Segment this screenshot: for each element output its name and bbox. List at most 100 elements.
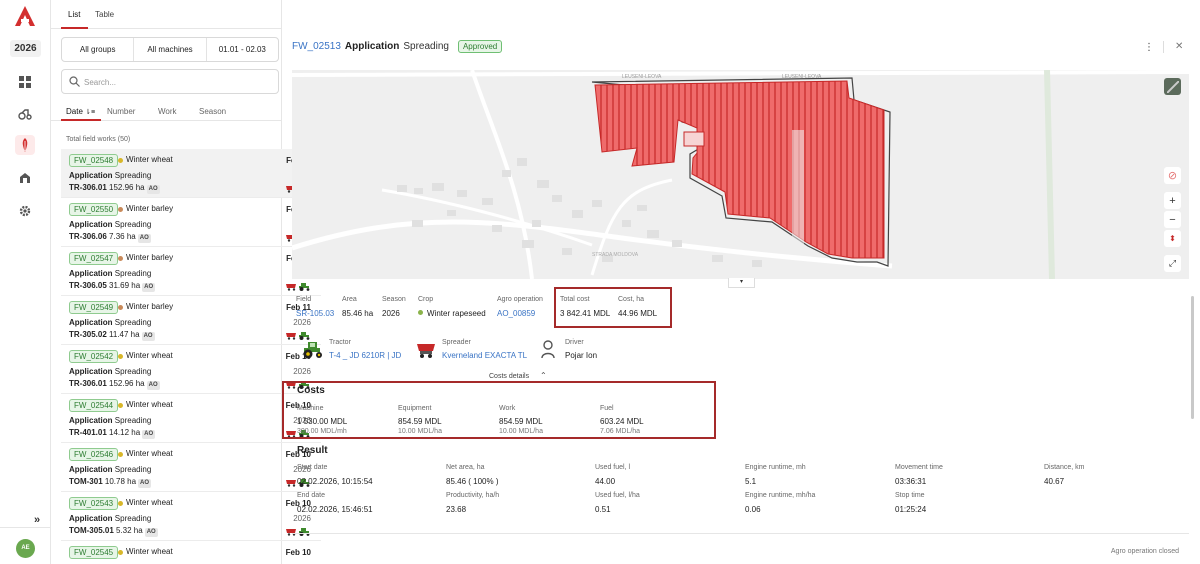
fullscreen-icon[interactable]: ⤢ xyxy=(1164,255,1181,272)
tab-list[interactable]: List xyxy=(68,10,81,19)
measure-icon[interactable]: ⊘ xyxy=(1164,167,1181,184)
ao-badge: AO xyxy=(142,283,156,292)
search-box xyxy=(61,69,279,94)
user-avatar[interactable]: AE xyxy=(16,539,35,558)
crop-dot xyxy=(118,158,123,163)
field-link[interactable]: SR-105.03 xyxy=(296,309,335,318)
field-area: 152.96 ha xyxy=(109,379,145,388)
field-work-id-badge[interactable]: FW_02543 xyxy=(69,497,119,510)
tab-table[interactable]: Table xyxy=(95,10,115,19)
date-range-filter[interactable]: 01.01 - 02.03 xyxy=(205,38,278,61)
field-works-icon[interactable] xyxy=(15,135,35,155)
view-tabs: List Table xyxy=(51,0,282,29)
search-input[interactable] xyxy=(84,75,269,89)
field-info: TR-305.02 11.47 ha AO xyxy=(69,330,155,341)
settings-icon[interactable] xyxy=(15,201,35,221)
field-work-id[interactable]: FW_02513 xyxy=(292,41,341,52)
year-selector[interactable]: 2026 xyxy=(10,40,41,57)
result-value: 5.1 xyxy=(745,477,757,486)
field-work-id-badge[interactable]: FW_02550 xyxy=(69,203,119,216)
result-value: 0.51 xyxy=(595,505,611,514)
zoom-out-icon[interactable]: − xyxy=(1164,211,1181,228)
active-tab-indicator xyxy=(61,27,88,29)
result-value: 03:36:31 xyxy=(895,477,927,486)
field-boundary[interactable] xyxy=(594,80,885,259)
left-rail: 2026 » AE xyxy=(0,0,51,564)
result-label: Movement time xyxy=(895,464,943,471)
list-item[interactable]: FW_02543 Winter wheat Feb 10 Application Sp… xyxy=(61,492,321,541)
field-work-id-badge[interactable]: FW_02549 xyxy=(69,301,119,314)
field-work-id-badge[interactable]: FW_02547 xyxy=(69,252,119,265)
ao-badge: AO xyxy=(137,234,151,243)
tractor-link[interactable]: T-4 _ JD 6210R | JD xyxy=(329,351,402,360)
road-label-3: STRADA MOLDOVA xyxy=(592,252,639,258)
list-item[interactable]: FW_02546 Winter wheat Feb 10 Application Sp… xyxy=(61,443,321,492)
crop-name: Winter wheat xyxy=(126,155,173,164)
crop-dot xyxy=(118,452,123,457)
spreader-image-icon xyxy=(417,344,435,358)
sort-tab-number[interactable]: Number xyxy=(107,107,136,116)
field-work-id-badge[interactable]: FW_02542 xyxy=(69,350,119,363)
agro-operation-link[interactable]: AO_00859 xyxy=(497,309,536,318)
map-layers-icon[interactable] xyxy=(1164,78,1181,95)
operation-type: Spreading xyxy=(114,465,152,474)
result-label: Productivity, ha/h xyxy=(446,492,500,499)
sort-tab-work[interactable]: Work xyxy=(158,107,177,116)
crop-dot xyxy=(118,256,123,261)
compass-icon[interactable]: ⬍ xyxy=(1164,230,1181,247)
field-info: TOM-305.01 5.32 ha AO xyxy=(69,526,158,537)
field-info: TR-306.01 152.96 ha AO xyxy=(69,183,160,194)
dashboard-icon[interactable] xyxy=(15,72,35,92)
result-label: Used fuel, l xyxy=(595,464,631,471)
sort-desc-icon: ⇂≡ xyxy=(85,109,96,116)
crop-dot xyxy=(118,207,123,212)
zoom-in-icon[interactable]: + xyxy=(1164,192,1181,209)
crop-name: Winter barley xyxy=(126,302,174,311)
operation-name: Application xyxy=(69,367,113,376)
area-label: Area xyxy=(342,296,357,303)
close-icon[interactable]: ✕ xyxy=(1175,41,1184,52)
expand-sidebar-icon[interactable]: » xyxy=(34,514,41,526)
operation-name: Application xyxy=(69,514,113,523)
work-date: Feb 10 xyxy=(285,401,311,410)
spreader-link[interactable]: Kverneland EXACTA TL xyxy=(442,351,528,360)
cost-fuel-label: Fuel xyxy=(600,405,614,412)
list-item[interactable]: FW_02542 Winter wheat Feb 10 Application Sp… xyxy=(61,345,321,394)
field-work-id-badge[interactable]: FW_02544 xyxy=(69,399,119,412)
groups-filter[interactable]: All groups xyxy=(79,45,116,54)
tractor-image-icon xyxy=(303,342,322,359)
field-works-list: FW_02548 Winter wheat Feb 11 Application Sp… xyxy=(61,149,329,564)
field-work-id-badge[interactable]: FW_02546 xyxy=(69,448,119,461)
list-item[interactable]: FW_02549 Winter barley Feb 11 Application S… xyxy=(61,296,321,345)
ao-badge: AO xyxy=(142,430,156,439)
operation-name: Application xyxy=(69,465,113,474)
field-area: 5.32 ha xyxy=(116,526,143,535)
result-label: Engine runtime, mh xyxy=(745,464,806,471)
ao-badge: AO xyxy=(141,332,155,341)
sort-tab-date[interactable]: Date ⇂≡ xyxy=(66,107,95,116)
garage-icon[interactable] xyxy=(15,168,35,188)
season-value: 2026 xyxy=(382,309,400,318)
field-work-id-badge[interactable]: FW_02548 xyxy=(69,154,119,167)
field-code: TOM-305.01 xyxy=(69,526,114,535)
more-options-icon[interactable]: ⋮ xyxy=(1144,42,1154,53)
list-item[interactable]: FW_02545 Winter wheat Feb 10 xyxy=(61,541,321,564)
machines-filter[interactable]: All machines xyxy=(133,38,205,61)
map-collapse-toggle[interactable]: ▾ xyxy=(728,278,755,288)
header-divider xyxy=(1163,41,1164,53)
crop-name: Winter wheat xyxy=(126,351,173,360)
tractor-icon[interactable] xyxy=(15,104,35,124)
costs-details-toggle[interactable]: Costs details xyxy=(489,373,530,380)
app-logo-icon[interactable] xyxy=(14,5,36,27)
field-work-id-badge[interactable]: FW_02545 xyxy=(69,546,119,559)
sort-tab-season[interactable]: Season xyxy=(199,107,227,116)
field-area: 31.69 ha xyxy=(109,281,141,290)
field-map[interactable]: LEUSENI-LEOVA LEUSENI-LEOVA STRADA MOLDO… xyxy=(292,70,1189,279)
detail-scrollbar[interactable] xyxy=(1191,296,1194,419)
list-item[interactable]: FW_02544 Winter wheat Feb 10 Application Sp… xyxy=(61,394,321,443)
chevron-up-icon[interactable]: ⌃ xyxy=(540,371,547,380)
machines-icon xyxy=(286,381,310,389)
season-year: 2026 xyxy=(293,318,311,327)
